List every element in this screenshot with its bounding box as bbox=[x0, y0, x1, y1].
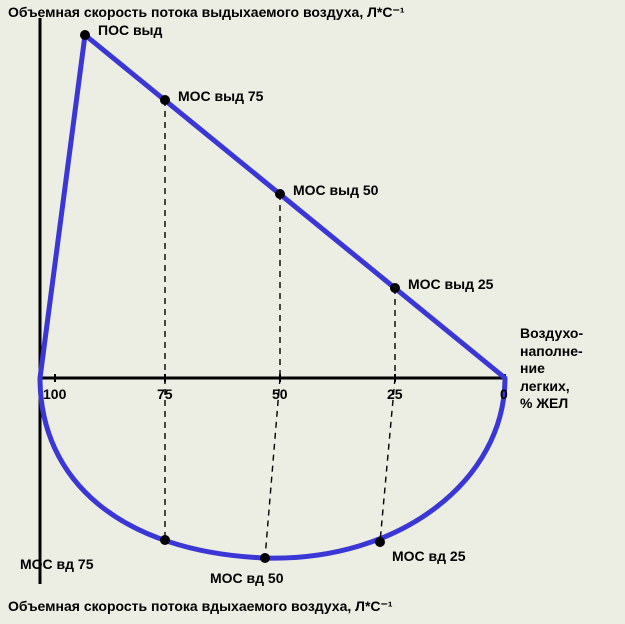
x-axis-label: Воздухо- наполне- ние легких, % ЖЕЛ bbox=[520, 325, 583, 413]
tick-50: 50 bbox=[272, 386, 288, 404]
tick-25: 25 bbox=[387, 386, 403, 404]
point-mos-vd-50 bbox=[260, 553, 270, 563]
tick-0: 0 bbox=[500, 386, 508, 404]
label-mos-vd-75: МОС вд 75 bbox=[20, 556, 94, 574]
tick-75: 75 bbox=[157, 386, 173, 404]
title-top: Объемная скорость потока выдыхаемого воз… bbox=[8, 4, 405, 22]
label-mos-vd-50: МОС вд 50 bbox=[210, 570, 284, 588]
flow-volume-loop bbox=[40, 35, 505, 558]
label-pos-vyd: ПОС выд bbox=[98, 22, 162, 40]
label-mos-vyd-50: МОС выд 50 bbox=[293, 182, 378, 200]
label-mos-vyd-75: МОС выд 75 bbox=[178, 88, 263, 106]
point-mos-vyd-75 bbox=[160, 95, 170, 105]
point-mos-vd-75 bbox=[160, 535, 170, 545]
point-mos-vd-25 bbox=[375, 537, 385, 547]
title-bottom: Объемная скорость потока вдыхаемого возд… bbox=[8, 598, 393, 616]
point-pos-vyd bbox=[80, 30, 90, 40]
label-mos-vyd-25: МОС выд 25 bbox=[408, 276, 493, 294]
data-points bbox=[80, 30, 400, 563]
chart-svg bbox=[0, 0, 625, 624]
point-mos-vyd-50 bbox=[275, 189, 285, 199]
chart-stage: Объемная скорость потока выдыхаемого воз… bbox=[0, 0, 625, 624]
tick-100: 100 bbox=[43, 386, 66, 404]
label-mos-vd-25: МОС вд 25 bbox=[392, 548, 466, 566]
point-mos-vyd-25 bbox=[390, 283, 400, 293]
drop-lines bbox=[165, 100, 395, 558]
